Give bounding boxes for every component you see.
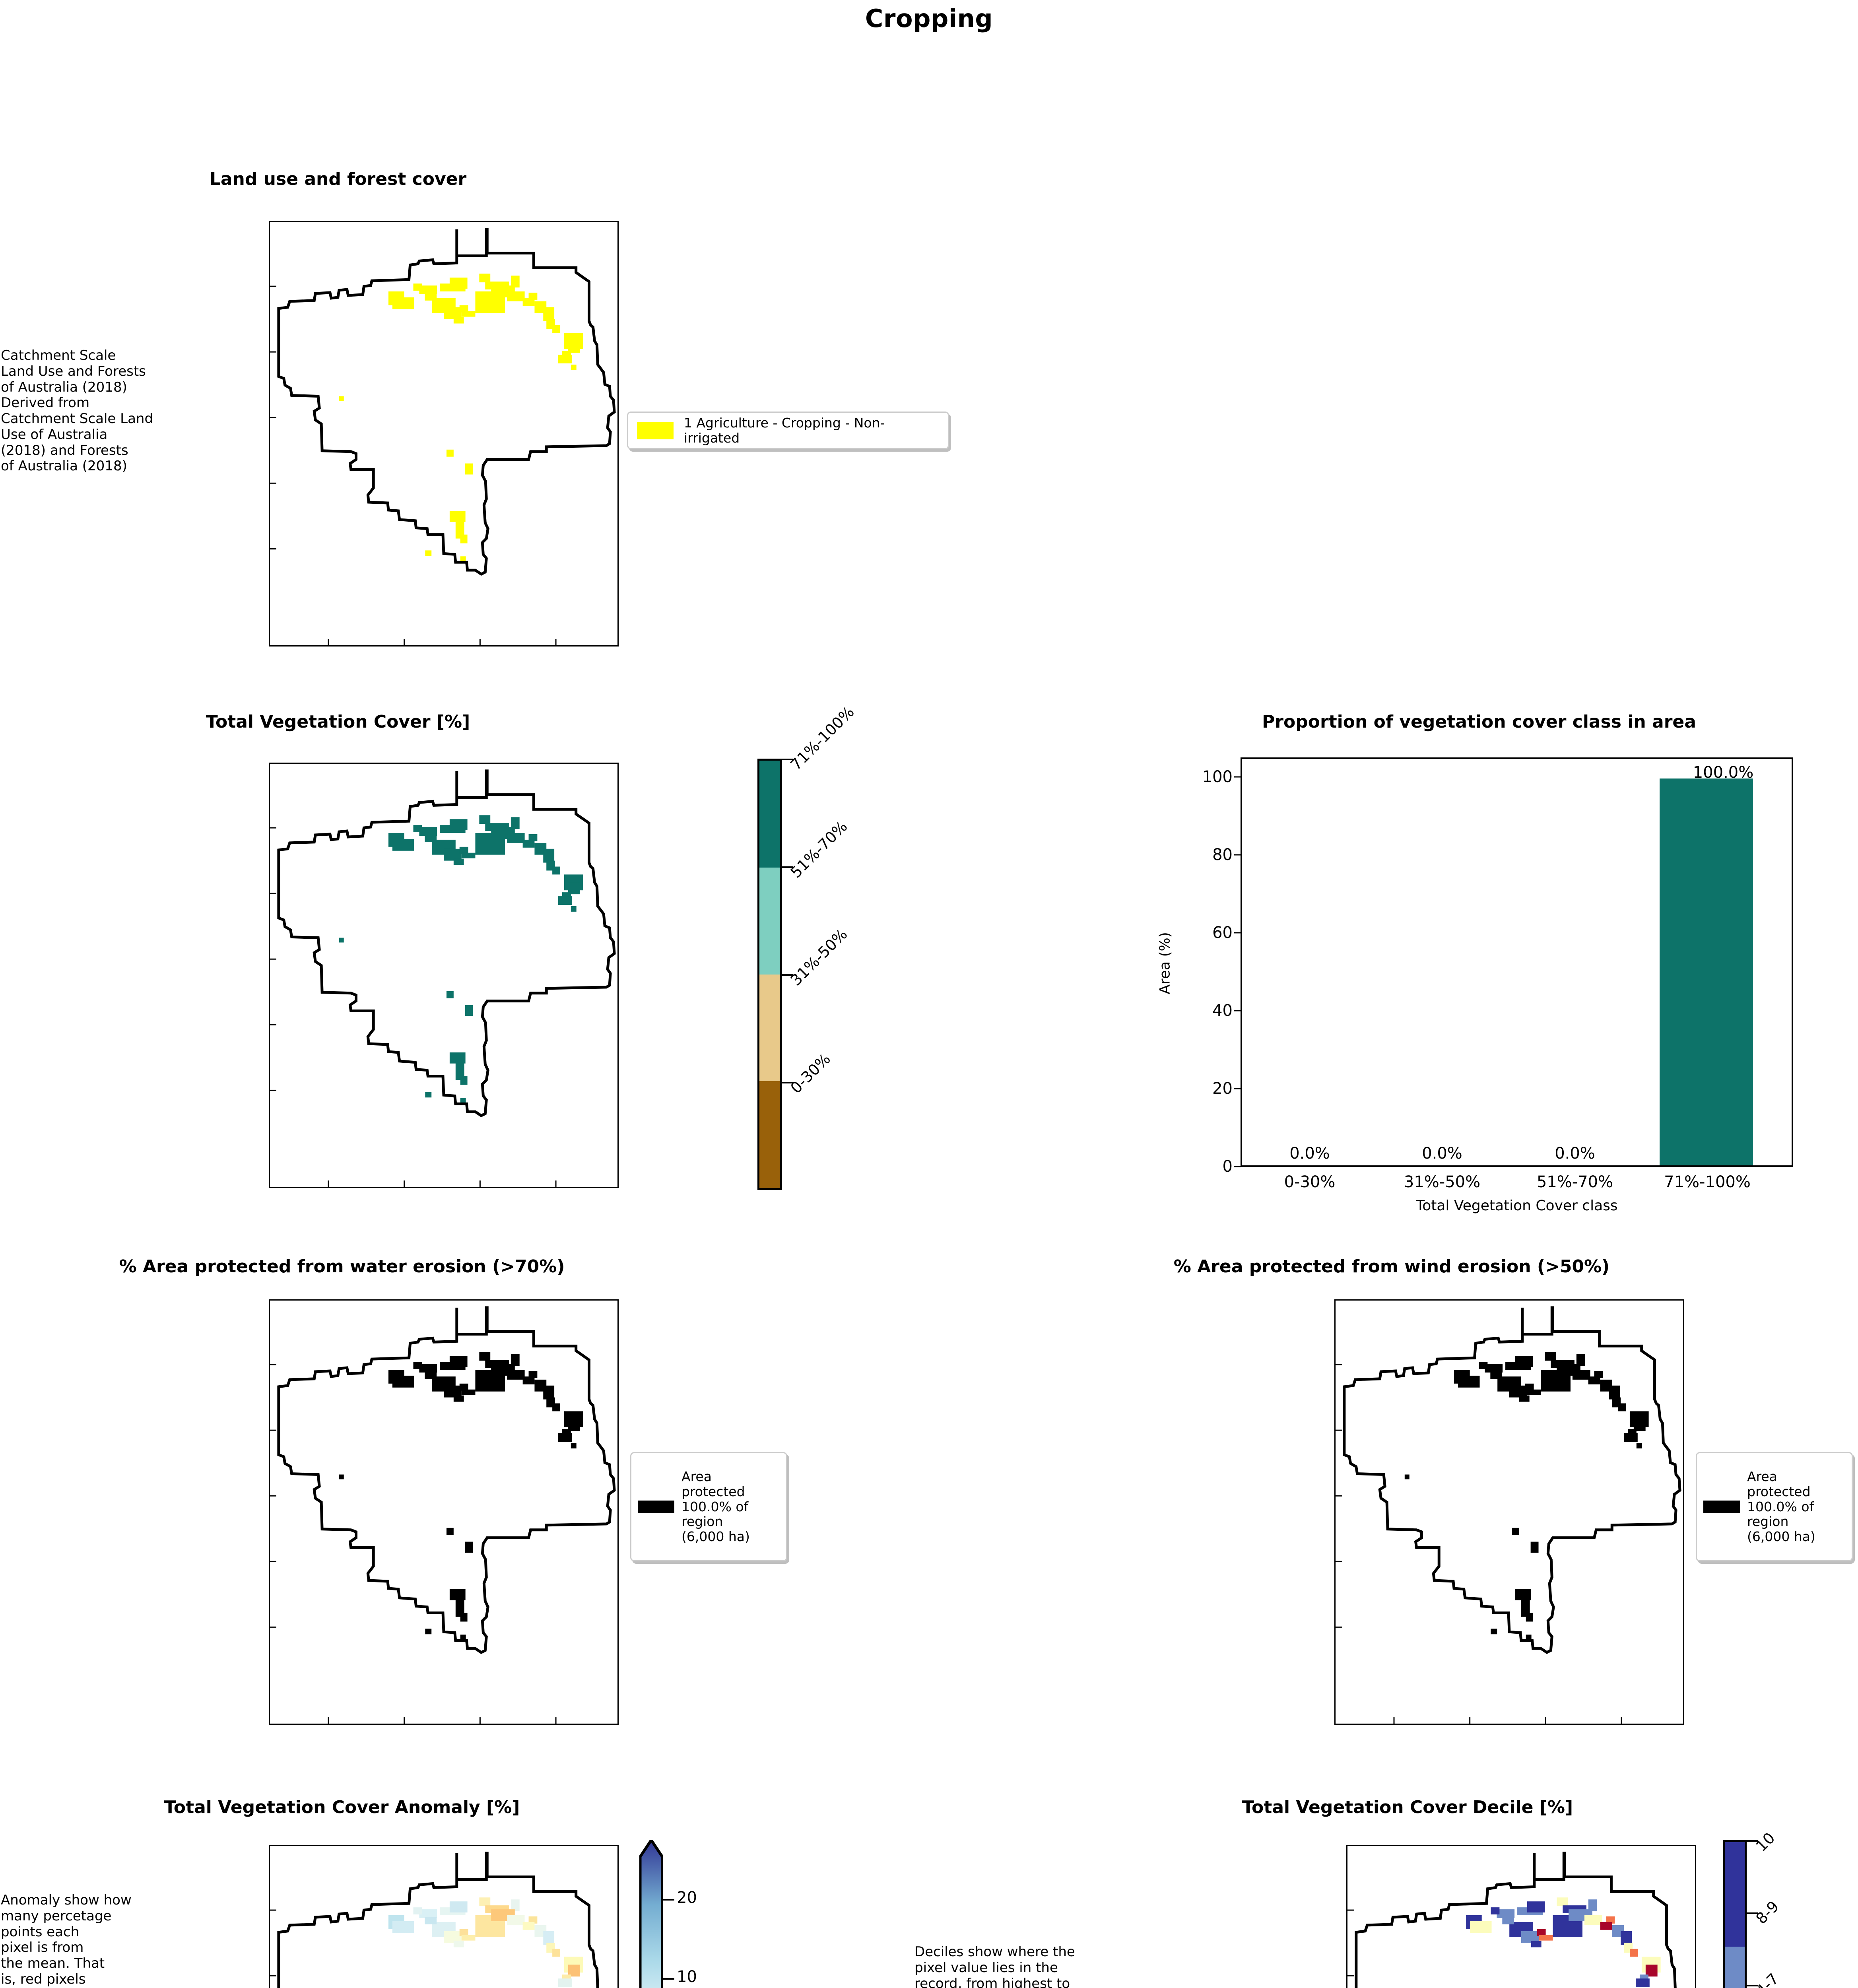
water-erosion-legend-label: Area protected 100.0% of region (6,000 h… [681,1468,750,1545]
chart-title: Proportion of vegetation cover class in … [1262,712,1696,732]
bar-value-3: 100.0% [1693,763,1754,782]
water-erosion-legend-swatch [638,1500,674,1513]
landuse-map [269,221,619,646]
ytick-label-40: 40 [1212,1002,1233,1020]
vegcover-colorbar [757,759,782,1190]
vegcover-cbar-label-2: 31%-50% [787,925,851,989]
anomaly-description: Anomaly show how many percetage points e… [1,1892,132,1988]
vegcover-cbar-label-3: 0-30% [787,1050,834,1097]
wind-erosion-protected-pixels [1404,1352,1649,1640]
decile-colorbar [1723,1840,1747,1988]
water-erosion-panel-title: % Area protected from water erosion (>70… [119,1256,565,1277]
decile-map [1346,1845,1696,1988]
xtick-label-0: 0-30% [1284,1173,1336,1191]
anomaly-panel-title: Total Vegetation Cover Anomaly [%] [164,1797,520,1817]
catchment-boundary [277,1306,616,1654]
catchment-boundary [277,769,616,1118]
bar-value-2: 0.0% [1555,1144,1595,1163]
landuse-legend-label: 1 Agriculture - Cropping - Non-irrigated [684,415,885,446]
anomaly-tick-label-0: 20 [677,1889,697,1907]
wind-erosion-legend-label: Area protected 100.0% of region (6,000 h… [1747,1468,1815,1545]
vegcover-cbar-label-0: 71%-100% [787,703,858,774]
wind-erosion-map [1334,1299,1684,1725]
ytick-label-20: 20 [1212,1079,1233,1098]
landuse-legend-swatch [637,421,674,439]
page-title: Cropping [865,4,993,33]
water-erosion-legend[interactable]: Area protected 100.0% of region (6,000 h… [630,1452,787,1561]
landuse-panel-title: Land use and forest cover [209,169,467,189]
water-erosion-map [269,1299,619,1725]
bar-value-1: 0.0% [1422,1144,1462,1163]
wind-erosion-panel-title: % Area protected from wind erosion (>50%… [1173,1256,1610,1277]
chart-y-axis-title: Area (%) [1157,932,1173,994]
vegcover-map [269,763,619,1188]
bar-value-0: 0.0% [1289,1144,1330,1163]
decile-cbar-label-2: 4-7 [1752,1970,1782,1988]
decile-cbar-label-0: 10 [1752,1829,1778,1855]
chart-x-axis-title: Total Vegetation Cover class [1416,1198,1618,1214]
catchment-boundary [1355,1852,1677,1988]
vegcover-pixels [339,815,583,1104]
ytick-label-0: 0 [1222,1157,1233,1176]
vegcover-proportion-chart: Proportion of vegetation cover class in … [1141,712,1817,1217]
decile-panel-title: Total Vegetation Cover Decile [%] [1242,1797,1573,1817]
wind-erosion-legend-swatch [1703,1500,1740,1513]
anomaly-map [269,1845,619,1988]
catchment-boundary [277,228,616,576]
catchment-boundary [1343,1306,1681,1654]
vegcover-panel-title: Total Vegetation Cover [%] [206,712,470,732]
anomaly-colorbar [639,1840,663,1988]
bar-3[interactable] [1660,779,1753,1165]
decile-pixels [1466,1897,1661,1987]
landuse-legend[interactable]: 1 Agriculture - Cropping - Non-irrigated [627,412,949,449]
landuse-cropping-pixels [339,274,583,562]
vegcover-cbar-label-1: 51%-70% [787,817,851,881]
catchment-boundary [277,1852,599,1988]
decile-cbar-label-1: 8-9 [1752,1897,1782,1928]
ytick-label-60: 60 [1212,924,1233,942]
water-erosion-protected-pixels [339,1352,583,1640]
xtick-label-2: 51%-70% [1536,1173,1613,1191]
chart-plot-area [1241,757,1793,1167]
wind-erosion-legend[interactable]: Area protected 100.0% of region (6,000 h… [1696,1452,1853,1561]
xtick-label-3: 71%-100% [1664,1173,1751,1191]
decile-description: Deciles show where the pixel value lies … [914,1944,1075,1988]
anomaly-tick-label-1: 10 [677,1968,697,1986]
xtick-label-1: 31%-50% [1404,1173,1481,1191]
anomaly-pixels [388,1897,583,1987]
ytick-label-100: 100 [1202,768,1233,786]
landuse-description: Catchment Scale Land Use and Forests of … [1,348,153,474]
ytick-label-80: 80 [1212,846,1233,864]
